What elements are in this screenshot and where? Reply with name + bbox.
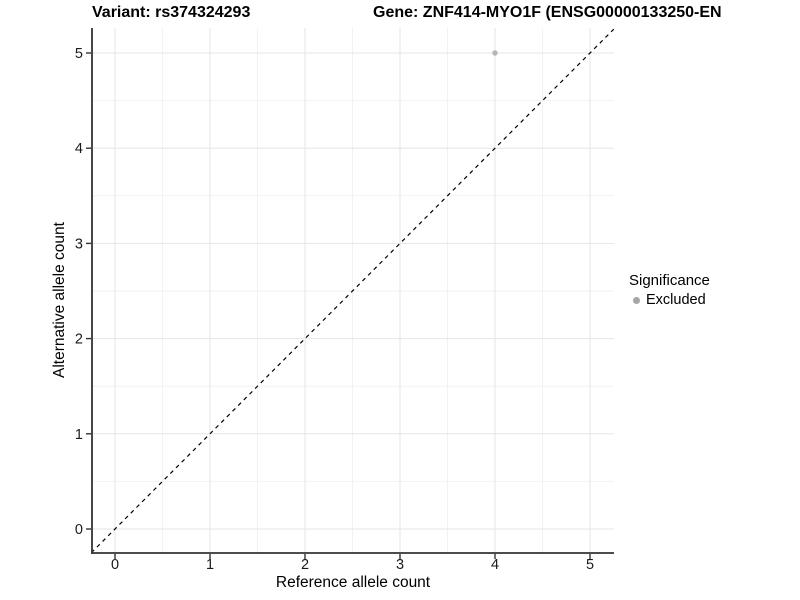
y-axis-label: Alternative allele count	[51, 222, 68, 378]
y-tick-label: 2	[75, 332, 83, 348]
x-tick-label: 0	[111, 557, 119, 573]
legend-title: Significance	[629, 272, 710, 289]
y-tick-label: 3	[75, 236, 83, 252]
legend-point-icon	[633, 296, 640, 304]
legend-item-excluded: Excluded	[629, 292, 710, 308]
y-tick-label: 0	[75, 522, 83, 538]
y-tick-label: 4	[75, 141, 83, 157]
data-point	[492, 50, 498, 56]
legend: Significance Excluded	[629, 272, 710, 308]
x-tick-label: 1	[206, 557, 214, 573]
y-tick-label: 5	[75, 46, 83, 62]
x-tick-label: 3	[396, 557, 404, 573]
x-tick-label: 4	[491, 557, 499, 573]
legend-item-label: Excluded	[646, 292, 706, 308]
plot-title-variant: Variant: rs374324293	[92, 4, 251, 21]
x-tick-label: 5	[586, 557, 594, 573]
diagonal-reference-line	[90, 28, 615, 554]
x-tick-label: 2	[301, 557, 309, 573]
plot-title-gene: Gene: ZNF414-MYO1F (ENSG00000133250-EN	[373, 4, 722, 21]
y-tick-label: 1	[75, 427, 83, 443]
x-axis-label: Reference allele count	[275, 574, 431, 591]
